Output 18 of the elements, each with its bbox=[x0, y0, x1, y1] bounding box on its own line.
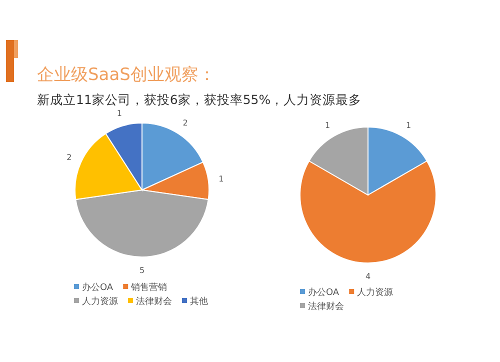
data-label: 1 bbox=[116, 109, 122, 118]
data-label: 5 bbox=[139, 266, 145, 275]
data-label: 1 bbox=[406, 120, 412, 130]
legend-label: 法律财会 bbox=[308, 301, 344, 312]
legend-label: 销售营销 bbox=[130, 282, 168, 293]
data-label: 1 bbox=[324, 120, 330, 130]
legend-label: 其他 bbox=[190, 296, 208, 307]
chart-subtitle: 新成立11家公司，获投6家，获投率55%，人力资源最多 bbox=[37, 92, 362, 107]
legend-label: 人力资源 bbox=[357, 287, 394, 298]
data-label: 2 bbox=[182, 118, 188, 128]
chart-title: 企业级SaaS创业观察： bbox=[37, 65, 216, 85]
legend-label: 人力资源 bbox=[82, 296, 118, 307]
data-label: 1 bbox=[218, 174, 224, 184]
legend-label: 办公OA bbox=[308, 287, 340, 298]
data-label: 2 bbox=[66, 152, 72, 162]
legend-label: 办公OA bbox=[82, 282, 114, 293]
legend-label: 法律财会 bbox=[136, 296, 172, 307]
data-label: 4 bbox=[365, 272, 371, 281]
